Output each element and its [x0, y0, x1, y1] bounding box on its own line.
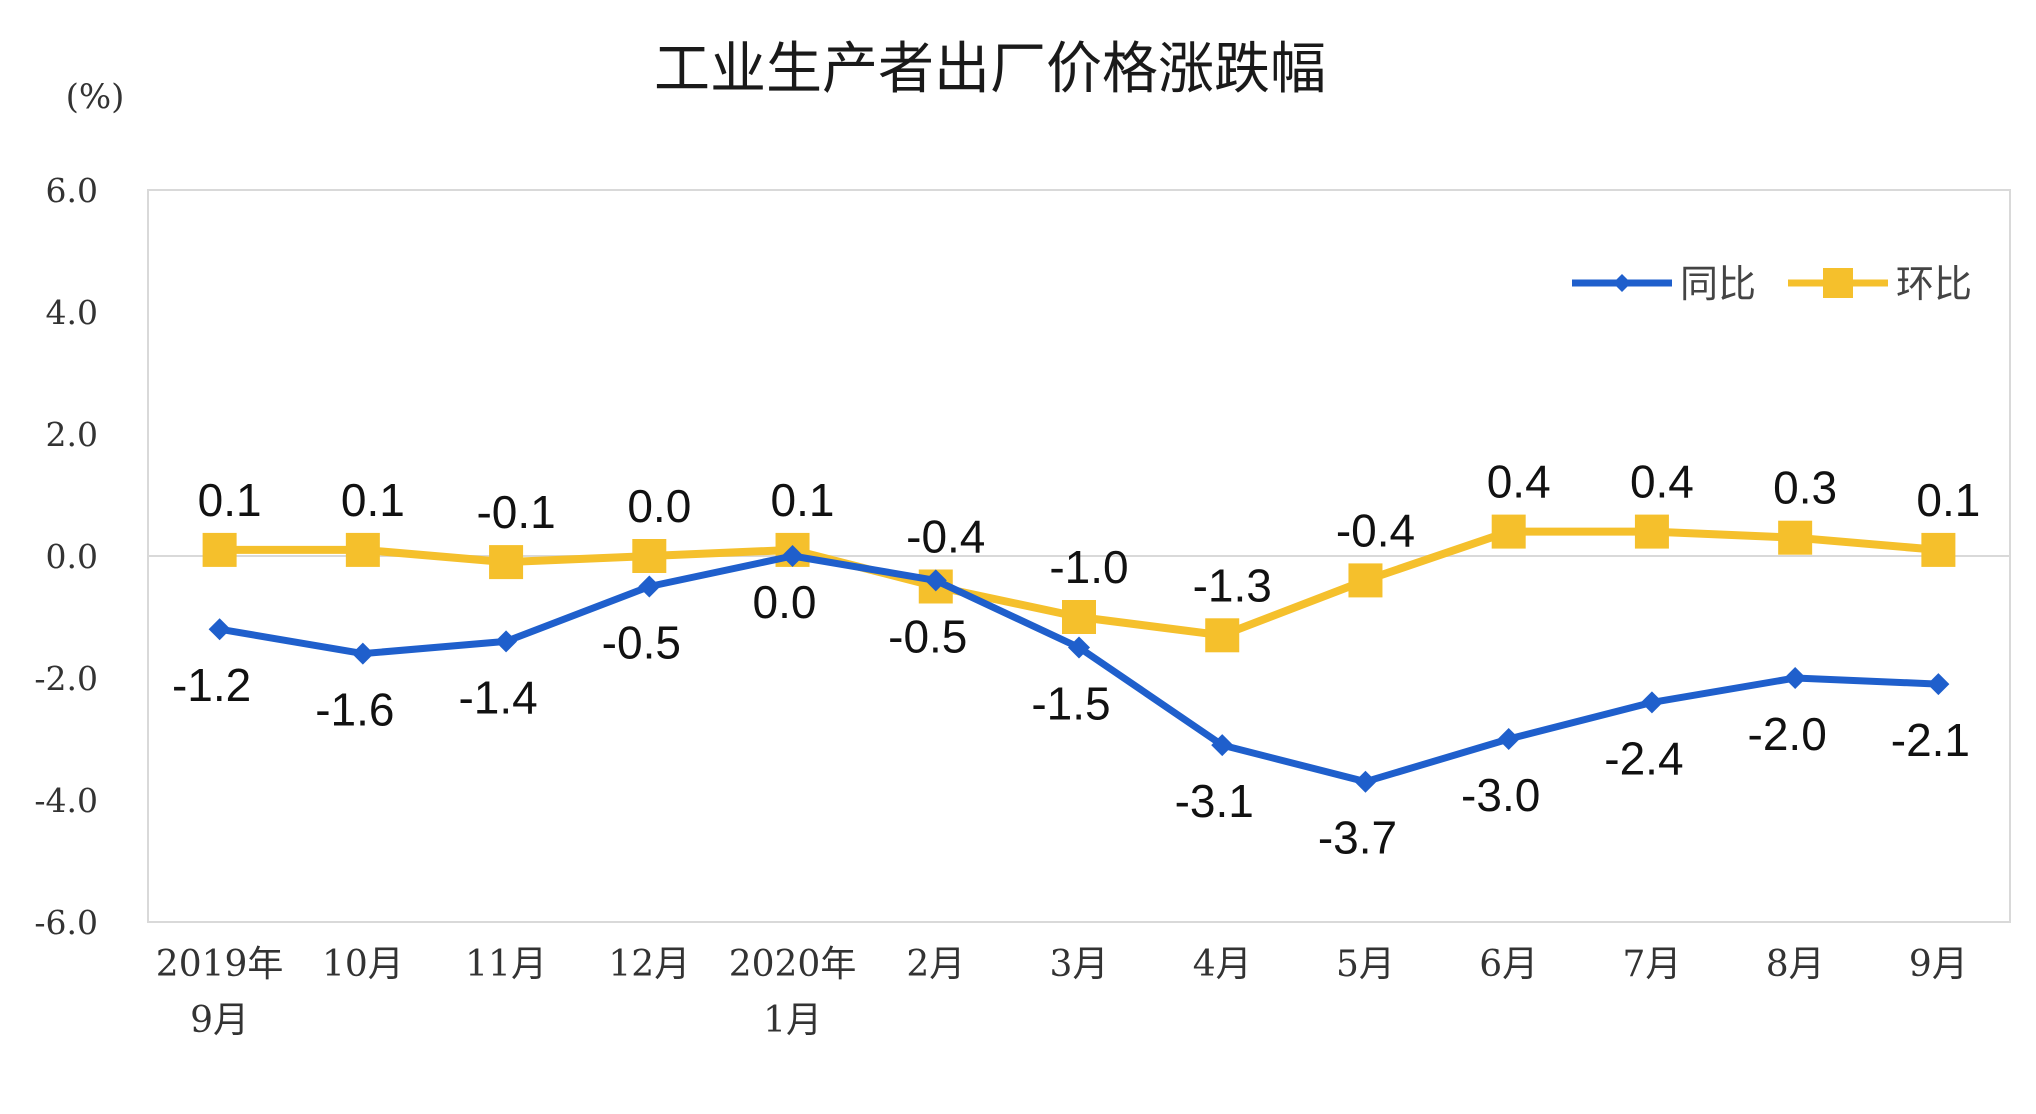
yoy-point-marker	[1354, 770, 1377, 793]
y-tick-label: 2.0	[46, 415, 98, 454]
yoy-data-label: -3.0	[1461, 769, 1540, 821]
mom-point-marker	[202, 532, 237, 567]
yoy-point-marker	[1497, 728, 1520, 750]
legend-label: 环比	[1896, 262, 1972, 306]
yoy-data-label: -0.5	[602, 617, 681, 669]
yoy-data-label: -2.4	[1604, 732, 1683, 784]
mom-data-label: 0.4	[1630, 456, 1694, 508]
mom-data-label: 0.4	[1487, 456, 1551, 508]
x-tick-label: 11月	[465, 944, 547, 985]
mom-point-marker	[1921, 532, 1956, 567]
mom-point-marker	[489, 545, 524, 580]
chart-title: 工业生产者出厂价格涨跌幅	[654, 37, 1326, 102]
x-tick-label: 8月	[1766, 944, 1825, 985]
yoy-point-marker	[638, 575, 661, 598]
y-tick-label: -2.0	[34, 659, 98, 698]
x-tick-label: 2020年	[729, 944, 857, 985]
mom-data-label: -0.4	[906, 511, 985, 563]
mom-data-label: 0.1	[198, 474, 262, 526]
yoy-point-marker	[1211, 734, 1234, 757]
mom-point-marker	[1634, 514, 1669, 549]
mom-data-label: -1.3	[1193, 559, 1272, 611]
legend-swatch-marker	[1613, 274, 1631, 292]
mom-point-marker	[345, 532, 380, 567]
yoy-data-label: -2.0	[1748, 708, 1827, 760]
mom-data-label: -1.0	[1049, 541, 1128, 593]
mom-point-marker	[1205, 618, 1240, 653]
yoy-point-marker	[1927, 673, 1950, 696]
x-tick-label: 2月	[906, 944, 965, 985]
x-tick-label: 12月	[608, 944, 690, 985]
x-tick-label: 9月	[1909, 944, 1968, 985]
mom-point-marker	[1778, 520, 1813, 555]
y-tick-label: 0.0	[46, 537, 98, 576]
x-axis: 2019年 9月 10月 11月 12月 2020年 1月 2月 3月 4月 5月 6月 7月 8月 9月	[156, 944, 1968, 1041]
yoy-data-label: -1.5	[1031, 678, 1110, 730]
y-tick-label: 6.0	[46, 171, 98, 210]
data-label-layer: -1.2 -1.6 -1.4 -0.5 0.0 -0.5 -1.5 -3.1 -3.7 -3.0 -…	[172, 456, 1980, 864]
yoy-data-label: -2.1	[1891, 714, 1970, 766]
mom-point-marker	[1491, 514, 1526, 549]
yoy-point-marker	[924, 569, 947, 592]
yoy-point-marker	[495, 630, 518, 653]
mom-point-marker	[1348, 563, 1383, 598]
yoy-point-marker	[781, 545, 804, 567]
yoy-point-marker	[208, 618, 231, 641]
mom-data-label: 0.0	[627, 480, 691, 532]
mom-data-label: 0.1	[341, 474, 405, 526]
yoy-data-label: -1.6	[315, 684, 394, 736]
y-axis: 6.0 4.0 2.0 0.0 -2.0 -4.0 -6.0	[34, 171, 98, 942]
mom-point-marker	[1062, 600, 1096, 634]
x-tick-label: 4月	[1193, 944, 1252, 985]
x-tick-label: 6月	[1479, 944, 1538, 985]
mom-data-label: -0.4	[1336, 504, 1415, 556]
x-tick-label: 5月	[1336, 944, 1395, 985]
mom-data-label: 0.1	[771, 474, 835, 526]
legend-label: 同比	[1680, 262, 1756, 306]
yoy-point-marker	[351, 642, 374, 665]
mom-data-label: -0.1	[476, 486, 555, 538]
x-tick-label: 9月	[190, 1000, 249, 1041]
yoy-point-marker	[1640, 691, 1663, 714]
yoy-data-label: -0.5	[888, 610, 967, 662]
mom-data-label: 0.3	[1773, 462, 1837, 514]
yoy-point-marker	[1068, 636, 1090, 659]
y-tick-label: -6.0	[34, 903, 98, 942]
x-tick-label: 3月	[1050, 944, 1109, 985]
yoy-data-label: -1.4	[458, 671, 537, 723]
y-tick-label: 4.0	[46, 293, 98, 332]
x-tick-label: 1月	[763, 1000, 822, 1041]
x-tick-label: 7月	[1622, 944, 1681, 985]
y-tick-label: -4.0	[34, 781, 98, 820]
yoy-point-marker	[1784, 667, 1807, 689]
legend: 同比 环比	[1572, 262, 1972, 306]
x-tick-label: 10月	[322, 944, 404, 985]
mom-point-marker	[632, 539, 667, 573]
yoy-data-label: -1.2	[172, 659, 251, 711]
yoy-data-label: -3.7	[1318, 812, 1397, 864]
yoy-data-label: -3.1	[1175, 775, 1254, 827]
series-layer	[202, 514, 1956, 793]
x-tick-label: 2019年	[156, 944, 284, 985]
yoy-data-label: 0.0	[753, 576, 817, 628]
y-unit-label: (%)	[66, 77, 125, 117]
mom-data-label: 0.1	[1916, 474, 1980, 526]
legend-swatch-marker	[1823, 268, 1853, 298]
